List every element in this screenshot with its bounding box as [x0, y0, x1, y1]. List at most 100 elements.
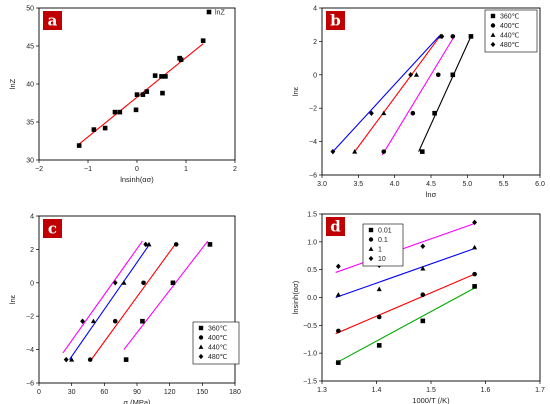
- fit-line-4: [335, 222, 475, 273]
- legend-label: 0.1: [378, 237, 388, 244]
- fit-line-4: [332, 35, 441, 152]
- legend-marker: [368, 246, 374, 251]
- x-tick-label: 3.0: [317, 181, 327, 188]
- legend-label: 360℃: [208, 326, 228, 333]
- y-tick-label: 4: [313, 6, 317, 13]
- x-tick-label: 1.3: [317, 387, 327, 394]
- y-tick-label: 4: [30, 214, 34, 221]
- x-axis-title: lnσ: [426, 190, 437, 199]
- legend-label: 480℃: [208, 354, 228, 361]
- x-tick-label: 2: [233, 166, 237, 173]
- y-axis-title: lnZ: [8, 78, 17, 89]
- y-tick-label: 50: [26, 6, 34, 13]
- panel-tag-label: d: [330, 218, 341, 236]
- data-point: [112, 280, 118, 286]
- data-point: [435, 72, 441, 78]
- data-point: [123, 357, 129, 362]
- y-tick-label: −2: [309, 106, 317, 113]
- fit-line-2: [335, 273, 475, 335]
- data-point: [472, 244, 478, 250]
- y-tick-label: −2: [26, 314, 34, 321]
- legend-label: 440℃: [208, 345, 228, 352]
- legend-marker: [490, 13, 496, 19]
- panel-tag: [326, 217, 345, 236]
- data-point: [117, 109, 123, 115]
- panel-tag-label: c: [48, 220, 57, 238]
- panel-tag-label: a: [48, 12, 58, 30]
- data-point: [160, 90, 165, 96]
- legend-marker: [368, 255, 374, 262]
- data-point: [163, 74, 168, 79]
- legend-label: lnZ: [215, 10, 225, 17]
- legend-marker: [490, 23, 496, 28]
- y-tick-label: 30: [26, 158, 34, 165]
- data-point: [336, 328, 341, 334]
- x-tick-label: 60: [100, 389, 108, 396]
- data-point: [420, 243, 426, 250]
- data-point: [408, 72, 414, 78]
- data-point: [80, 318, 85, 324]
- data-point: [112, 109, 118, 115]
- legend-marker: [206, 9, 212, 15]
- y-tick-label: 35: [26, 120, 34, 127]
- x-tick-label: 180: [229, 389, 241, 396]
- y-axis-title: lnsinh(ασ): [291, 280, 300, 314]
- data-point: [134, 92, 140, 97]
- data-point: [432, 110, 437, 116]
- data-point: [468, 34, 474, 39]
- data-point: [140, 92, 146, 97]
- y-axis-title: lnε: [8, 294, 17, 304]
- x-tick-label: 1: [184, 166, 188, 173]
- data-point: [133, 107, 139, 113]
- data-point: [336, 360, 341, 365]
- legend-label: 480℃: [500, 42, 520, 49]
- data-point: [102, 125, 108, 131]
- legend-label: 0.01: [378, 228, 392, 235]
- x-tick-label: 4.5: [426, 181, 436, 188]
- x-axis-title: σ (MPa): [123, 398, 151, 404]
- x-tick-label: 0: [135, 166, 139, 173]
- panel-tag: [326, 11, 345, 30]
- y-tick-label: −1.0: [303, 351, 317, 358]
- y-tick-label: −1.5: [303, 379, 317, 386]
- x-tick-label: 1.6: [481, 387, 491, 394]
- data-point: [121, 280, 127, 285]
- y-tick-label: 0.5: [307, 267, 317, 274]
- fit-line-3: [69, 243, 151, 360]
- x-tick-label: 1.7: [535, 387, 545, 394]
- data-point: [143, 241, 149, 248]
- fit-line-3: [354, 35, 441, 152]
- legend-marker: [368, 237, 374, 242]
- y-tick-label: 2: [313, 39, 317, 46]
- data-point: [419, 149, 425, 154]
- data-point: [170, 280, 176, 286]
- legend-marker: [490, 41, 496, 48]
- fit-line-3: [335, 247, 475, 299]
- data-point: [376, 314, 382, 320]
- data-point: [376, 343, 382, 348]
- x-tick-label: −1: [84, 166, 92, 173]
- y-tick-label: 1.5: [307, 212, 317, 219]
- data-point: [439, 33, 445, 40]
- data-point: [368, 110, 374, 116]
- data-point: [352, 148, 358, 154]
- data-point: [91, 127, 97, 132]
- x-tick-label: 90: [133, 389, 141, 396]
- data-point: [450, 72, 456, 78]
- y-tick-label: −4: [309, 139, 317, 146]
- data-point: [335, 263, 341, 270]
- data-point: [420, 292, 426, 298]
- x-tick-label: 6.0: [535, 181, 545, 188]
- data-point: [112, 318, 118, 324]
- data-point: [200, 38, 206, 43]
- x-axis-title: lnsinh(ασ): [120, 175, 154, 184]
- panel-tag: [43, 219, 62, 238]
- data-point: [410, 110, 416, 116]
- data-point: [376, 286, 382, 292]
- x-tick-label: 150: [196, 389, 208, 396]
- y-tick-label: −6: [309, 173, 317, 180]
- fit-line-1: [418, 36, 472, 152]
- fit-line-1: [123, 240, 209, 350]
- x-axis-title: 1000/T (/K): [412, 396, 450, 404]
- data-point: [413, 72, 419, 77]
